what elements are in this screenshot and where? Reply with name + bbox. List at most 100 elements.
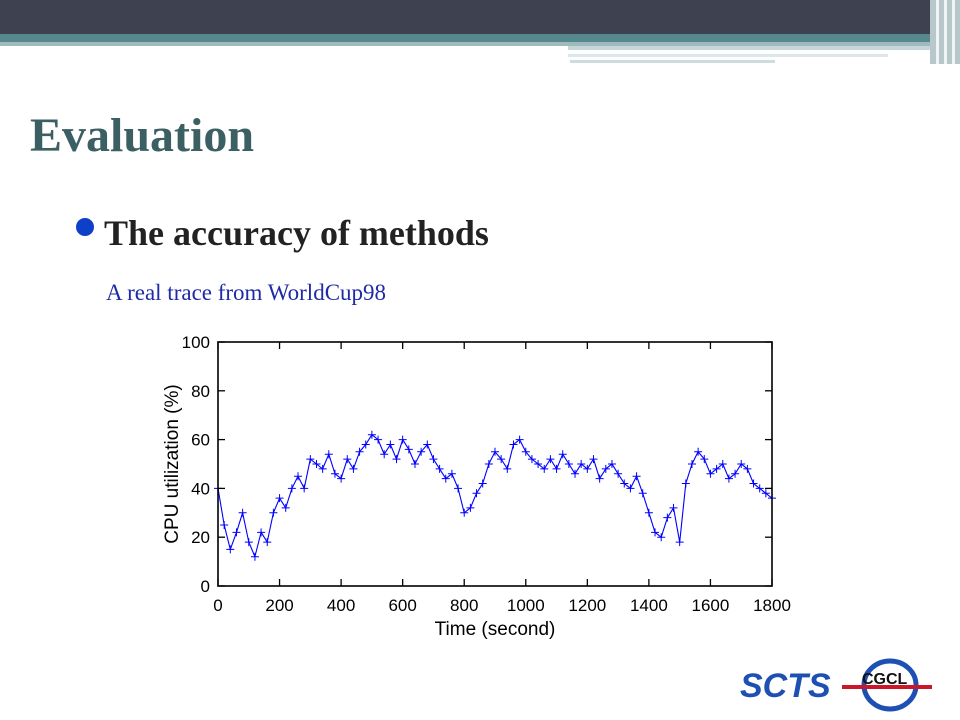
title-bar-decoration (0, 0, 960, 64)
y-tick-label: 60 (191, 431, 210, 450)
data-point (441, 474, 450, 483)
data-point (552, 464, 561, 473)
x-tick-label: 800 (450, 596, 478, 615)
data-point (669, 503, 678, 512)
data-point (638, 489, 647, 498)
data-point (706, 469, 715, 478)
x-tick-label: 1400 (630, 596, 668, 615)
data-point (306, 455, 315, 464)
data-point (521, 447, 530, 456)
data-point (343, 455, 352, 464)
chart-caption: A real trace from WorldCup98 (106, 280, 387, 305)
data-point (330, 469, 339, 478)
data-point (589, 455, 598, 464)
data-point (355, 447, 364, 456)
data-point (540, 464, 549, 473)
data-point (269, 508, 278, 517)
data-point (398, 435, 407, 444)
bullet-icon (76, 218, 94, 236)
data-point (571, 469, 580, 478)
data-point (367, 430, 376, 439)
data-point (687, 460, 696, 468)
data-point (281, 503, 290, 512)
data-point (318, 464, 327, 473)
slide-title: Evaluation (30, 109, 255, 162)
data-point (657, 533, 666, 542)
data-point (577, 460, 586, 468)
topbar-corner-line-2 (944, 0, 947, 64)
data-point (484, 460, 493, 468)
topbar-corner-line-1 (936, 0, 939, 64)
x-tick-label: 1600 (692, 596, 730, 615)
data-point (718, 460, 727, 468)
x-tick-label: 1200 (568, 596, 606, 615)
data-point (417, 447, 426, 456)
data-point (491, 447, 499, 456)
x-axis-label: Time (second) (435, 619, 556, 640)
data-point (626, 484, 635, 493)
scts-logo: SCTS (740, 667, 831, 705)
data-point (294, 472, 303, 481)
data-point (749, 479, 758, 488)
data-point (583, 464, 592, 473)
data-point (460, 508, 469, 517)
data-point (515, 435, 524, 444)
data-point (263, 538, 272, 547)
y-tick-label: 40 (191, 479, 210, 498)
data-point (244, 538, 253, 547)
data-point (349, 464, 358, 473)
x-tick-label: 1800 (753, 596, 791, 615)
data-point (509, 440, 518, 449)
topbar-stripe-1 (568, 46, 960, 50)
plot-frame (217, 341, 773, 587)
cpu-utilization-chart: 0 20 40 60 80 100 0 200 400 600 800 1000 1200 1400 16… (162, 333, 791, 640)
data-point (595, 474, 604, 483)
data-point (761, 489, 770, 498)
data-point (361, 440, 370, 449)
data-point (663, 513, 672, 522)
data-point (250, 552, 259, 561)
data-point (392, 455, 401, 464)
data-point (423, 440, 432, 449)
data-point (220, 521, 229, 529)
data-point (386, 440, 395, 449)
y-axis-label: CPU utilization (%) (162, 384, 183, 543)
data-point (374, 435, 383, 444)
data-point (497, 455, 506, 464)
data-point (694, 447, 703, 456)
x-tick-label: 0 (213, 596, 222, 615)
data-point (755, 484, 764, 493)
bullet-heading: The accuracy of methods (104, 213, 489, 253)
data-point (410, 460, 419, 468)
data-point (632, 472, 641, 481)
y-tick-label: 0 (201, 577, 210, 596)
data-point (472, 489, 481, 498)
topbar-dark-band (0, 0, 960, 34)
data-point (546, 455, 555, 464)
data-point (675, 538, 684, 547)
data-point (700, 455, 709, 464)
data-point (614, 469, 623, 478)
cgcl-logo-stripe (842, 685, 932, 689)
topbar-stripe-3 (570, 60, 775, 63)
data-point (287, 484, 296, 493)
y-tick-label: 80 (191, 382, 210, 401)
data-point (312, 460, 321, 468)
data-point (607, 460, 616, 468)
topbar-light-band (0, 42, 960, 46)
data-point (300, 484, 309, 493)
chart-marks (214, 430, 776, 561)
data-point (337, 474, 346, 483)
y-tick-label: 100 (182, 333, 210, 352)
y-tick-label: 20 (191, 528, 210, 547)
data-point (534, 460, 543, 468)
data-point (226, 545, 235, 554)
data-point (712, 464, 721, 473)
x-axis-ticks: 0 200 400 600 800 1000 1200 1400 1600 1800 (213, 342, 791, 615)
data-point (324, 450, 333, 459)
data-point (435, 464, 444, 473)
data-point (564, 460, 573, 468)
data-point (380, 450, 389, 459)
data-point (737, 460, 746, 468)
data-point (651, 528, 660, 537)
